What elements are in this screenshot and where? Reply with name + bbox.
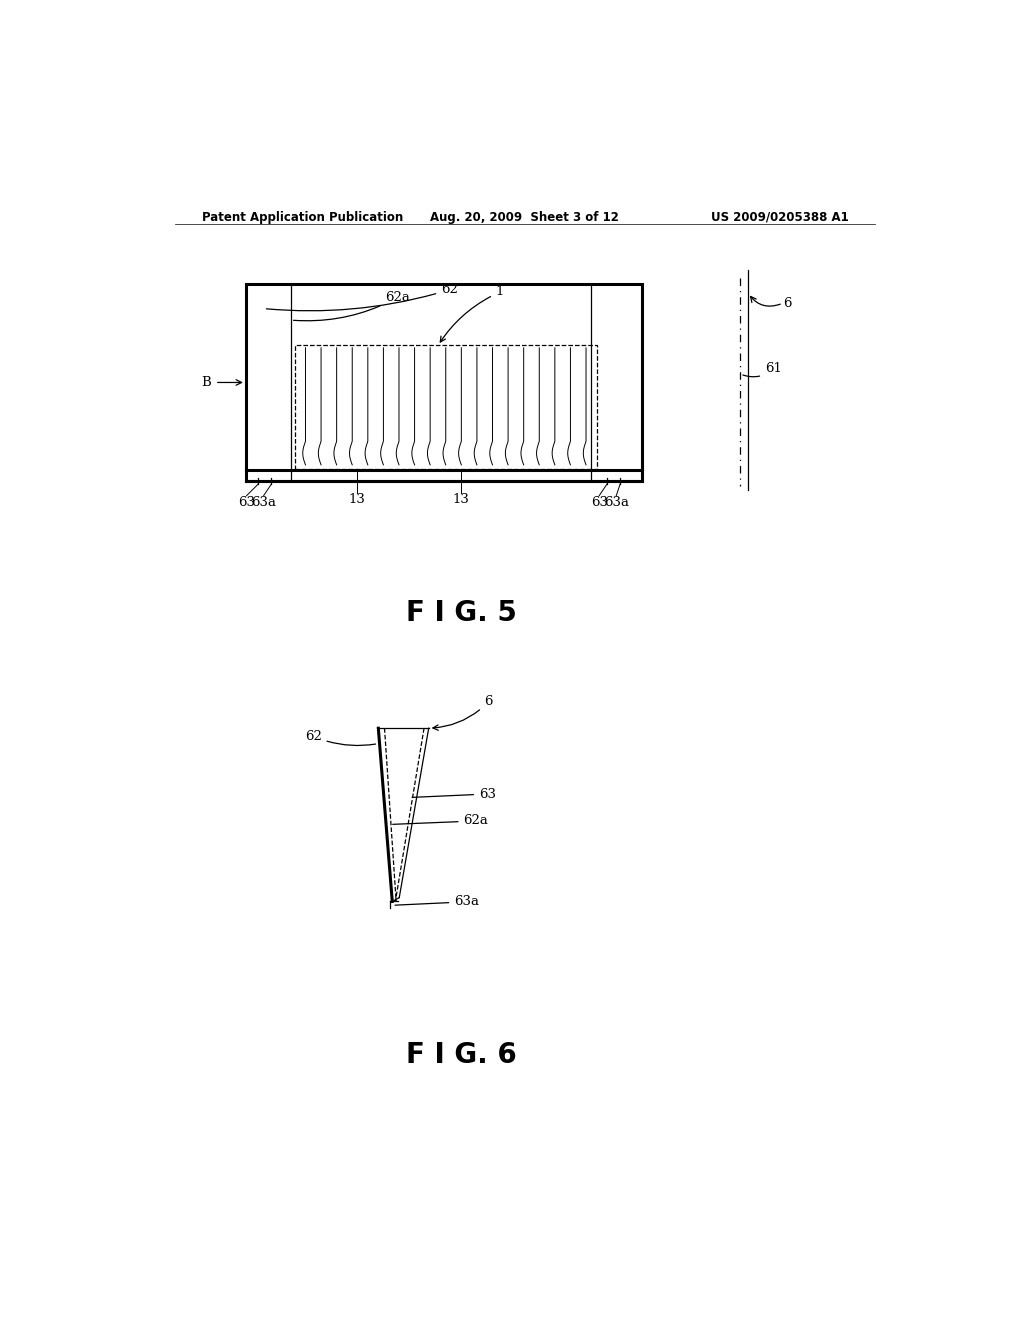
Text: 6: 6 bbox=[433, 696, 493, 730]
Text: F I G. 6: F I G. 6 bbox=[406, 1041, 517, 1069]
Text: 63a: 63a bbox=[395, 895, 479, 908]
Text: 13: 13 bbox=[453, 494, 470, 507]
Text: US 2009/0205388 A1: US 2009/0205388 A1 bbox=[711, 211, 849, 224]
Text: Aug. 20, 2009  Sheet 3 of 12: Aug. 20, 2009 Sheet 3 of 12 bbox=[430, 211, 620, 224]
Text: 63: 63 bbox=[412, 788, 496, 800]
Text: 61: 61 bbox=[742, 363, 782, 376]
Text: F I G. 5: F I G. 5 bbox=[406, 599, 517, 627]
Text: 6: 6 bbox=[783, 297, 792, 310]
Text: 62: 62 bbox=[266, 284, 458, 310]
Text: 62a: 62a bbox=[393, 814, 488, 828]
Text: Patent Application Publication: Patent Application Publication bbox=[202, 211, 402, 224]
Text: 1: 1 bbox=[440, 285, 504, 342]
Text: 62a: 62a bbox=[294, 290, 411, 321]
Text: B: B bbox=[201, 376, 211, 389]
Bar bbox=[295, 345, 597, 469]
Text: 13: 13 bbox=[348, 494, 366, 507]
Text: 63a: 63a bbox=[251, 496, 276, 508]
Text: 63a: 63a bbox=[604, 496, 629, 508]
Bar bbox=[246, 284, 642, 480]
Text: 62: 62 bbox=[305, 730, 376, 746]
Text: 63: 63 bbox=[238, 496, 255, 508]
Text: 63: 63 bbox=[591, 496, 607, 508]
